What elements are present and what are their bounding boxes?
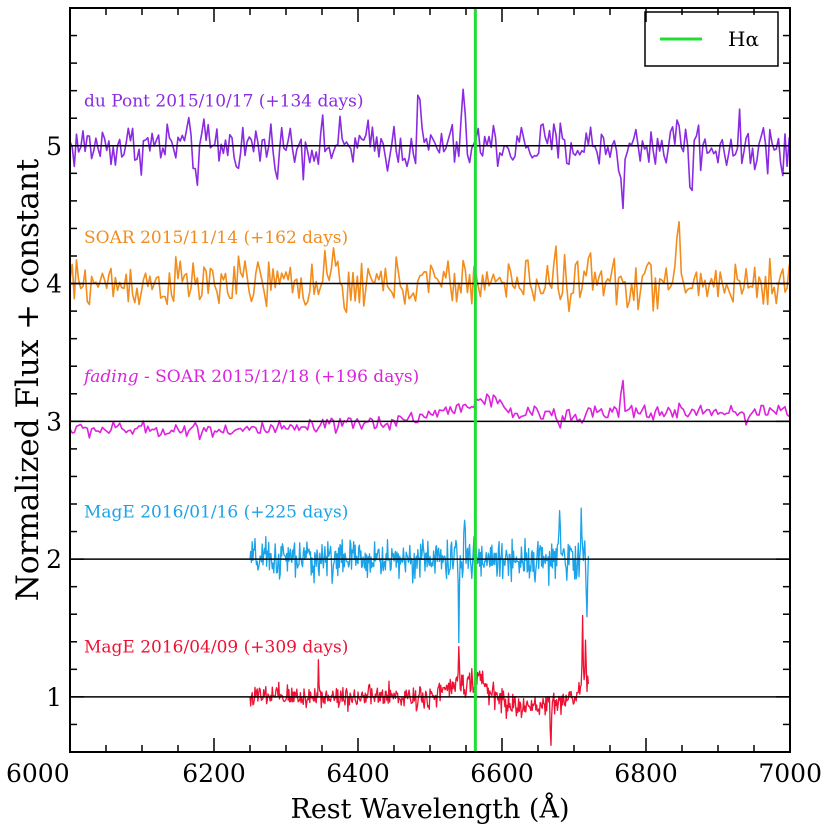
series-lines [69,88,791,746]
series-label-3: fading - SOAR 2015/12/18 (+196 days) [82,367,419,387]
x-tick-label: 6200 [182,759,246,788]
series-label-5: MagE 2016/04/09 (+309 days) [84,637,348,657]
series-line-1 [69,88,791,210]
y-tick-label: 1 [46,683,62,712]
axis-ticks [69,7,791,753]
y-tick-labels: 1 2 3 4 5 [46,132,62,712]
x-tick-label: 6400 [326,759,390,788]
series-labels: du Pont 2015/10/17 (+134 days) SOAR 2015/… [82,92,419,658]
baselines [70,145,790,698]
x-tick-label: 7000 [758,759,822,788]
series-label-4: MagE 2016/01/16 (+225 days) [84,502,348,522]
legend: Hα [644,11,779,67]
y-axis-title: Normalized Flux + constant [10,158,46,601]
x-tick-label: 6000 [6,759,70,788]
legend-label-halpha: Hα [728,27,759,51]
y-tick-label: 3 [46,407,62,436]
y-tick-label: 2 [46,545,62,574]
series-label-prefix: fading [82,367,139,387]
series-label-main: - SOAR 2015/12/18 (+196 days) [139,367,420,387]
y-tick-label: 4 [46,270,62,299]
x-axis-title: Rest Wavelength (Å) [290,792,569,825]
y-tick-label: 5 [46,132,62,161]
series-line-5 [249,614,590,746]
series-line-2 [69,221,791,314]
series-label-1: du Pont 2015/10/17 (+134 days) [84,92,364,112]
series-label-2: SOAR 2015/11/14 (+162 days) [84,228,348,248]
series-line-4 [249,507,590,644]
series-line-3 [69,379,790,441]
x-tick-label: 6600 [470,759,534,788]
x-tick-labels: 6000 6200 6400 6600 6800 7000 [6,759,822,788]
x-tick-label: 6800 [614,759,678,788]
